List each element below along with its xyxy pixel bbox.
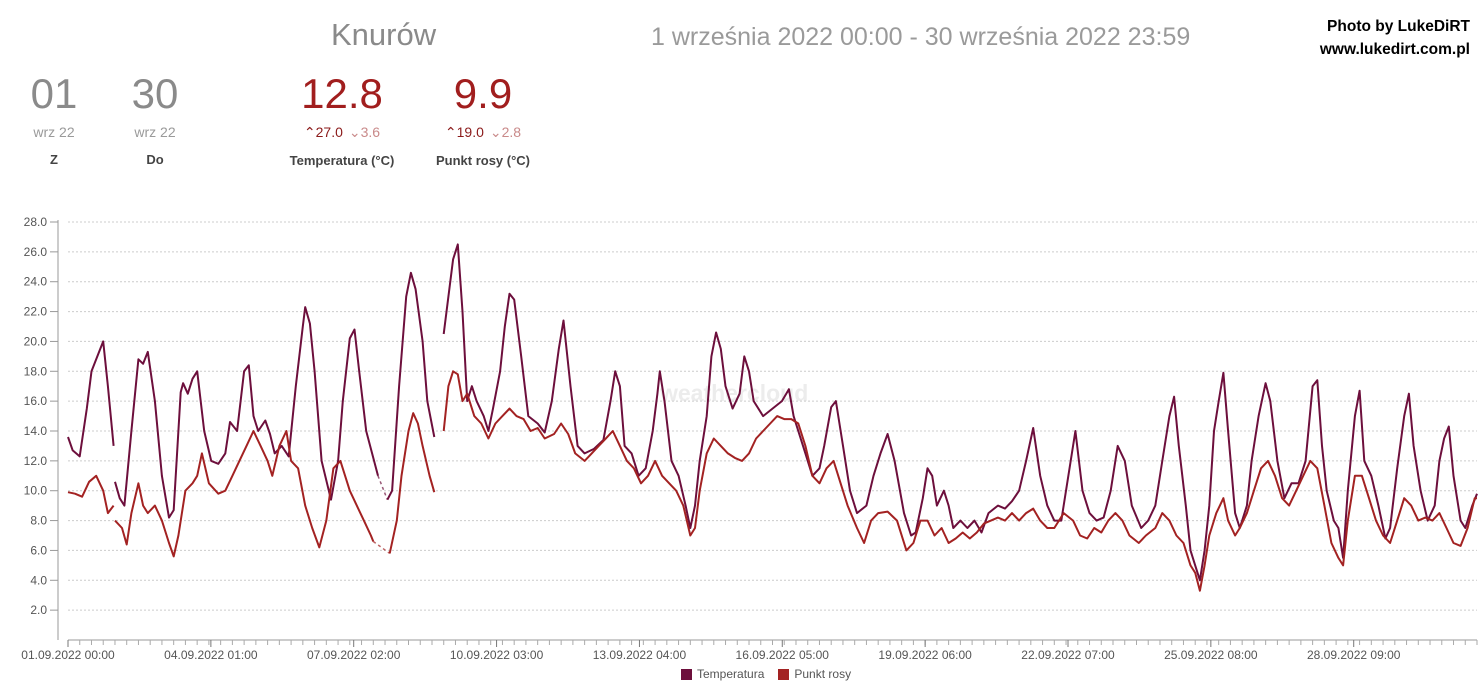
photo-credit: Photo by LukeDiRT www.lukedirt.com.pl [1320,15,1470,61]
dewpoint-max: 19.0 [456,124,484,140]
stat-from-sub: wrz 22 [33,124,75,140]
temperature-min: 3.6 [360,124,381,140]
legend-temperature-swatch [681,668,692,680]
watermark: weathercloud [660,380,809,406]
temperature-line [114,306,379,519]
y-tick-label: 14.0 [24,424,48,438]
y-tick-label: 8.0 [30,514,47,528]
y-tick-label: 6.0 [30,543,47,557]
caret-down-icon: ⌄ [348,124,361,140]
legend-dewpoint-swatch [778,668,790,680]
y-tick-label: 24.0 [24,275,48,289]
temperature-line [386,271,436,501]
x-tick-label: 07.09.2022 02:00 [307,648,401,662]
temperature-line [67,340,115,458]
x-tick-label: 19.09.2022 06:00 [878,648,972,662]
y-tick-label: 28.0 [24,215,48,229]
y-tick-label: 16.0 [24,394,48,408]
stat-to-label: Do [146,152,164,167]
x-tick-label: 10.09.2022 03:00 [450,648,544,662]
legend-dewpoint-label: Punkt rosy [794,667,852,681]
y-tick-label: 12.0 [24,454,48,468]
temperature-label: Temperatura (°C) [289,153,395,168]
stat-from[interactable]: 01 wrz 22 Z [28,68,80,167]
y-tick-label: 22.0 [24,305,48,319]
x-tick-label: 13.09.2022 04:00 [593,648,687,662]
caret-up-icon: ⌃ [444,124,457,140]
dewpoint-line-gap [372,540,391,555]
stat-dewpoint[interactable]: 9.9 ⌃19.0 ⌄2.8 Punkt rosy (°C) [428,68,538,168]
station-title: Knurów [331,17,437,52]
legend-dewpoint[interactable]: Punkt rosy [778,667,851,681]
x-tick-label: 16.09.2022 05:00 [736,648,830,662]
dewpoint-label: Punkt rosy (°C) [435,153,531,168]
x-tick-label: 04.09.2022 01:00 [164,648,258,662]
dewpoint-line [442,370,1477,592]
stat-from-value: 01 [30,70,78,117]
stat-to-sub: wrz 22 [134,124,176,140]
y-tick-label: 18.0 [24,364,48,378]
caret-down-icon: ⌄ [489,124,502,140]
y-tick-label: 10.0 [24,484,48,498]
caret-up-icon: ⌃ [303,124,316,140]
dewpoint-minmax: ⌃19.0 ⌄2.8 [428,124,538,141]
legend-temperature[interactable]: Temperatura [681,667,764,681]
period-range: 1 września 2022 00:00 - 30 września 2022… [651,23,1191,51]
stat-to[interactable]: 30 wrz 22 Do [127,68,183,167]
credit-url: www.lukedirt.com.pl [1319,41,1470,58]
stat-from-label: Z [50,152,58,167]
dewpoint-line [67,474,115,515]
chart-legend: Temperatura Punkt rosy [681,667,851,681]
x-tick-label: 25.09.2022 08:00 [1164,648,1258,662]
dewpoint-line [114,430,375,558]
x-tick-label: 22.09.2022 07:00 [1021,648,1115,662]
legend-temperature-label: Temperatura [697,667,765,681]
dewpoint-value: 9.9 [453,70,513,117]
stat-to-value: 30 [131,70,179,117]
y-tick-label: 4.0 [30,573,47,587]
dewpoint-min: 2.8 [501,124,522,140]
temperature-line-gap [377,475,389,500]
x-tick-label: 28.09.2022 09:00 [1307,648,1401,662]
stat-temperature[interactable]: 12.8 ⌃27.0 ⌄3.6 Temperatura (°C) [280,68,404,168]
temperature-line [442,243,1478,582]
y-tick-label: 20.0 [24,334,48,348]
line-chart[interactable]: 2.0 4.0 6.0 8.0 10.0 12.0 14.0 16.0 18.0 20.0 22.0… [0,200,1483,665]
y-tick-label: 26.0 [24,245,48,259]
temperature-value: 12.8 [301,70,383,117]
temperature-max: 27.0 [315,124,343,140]
y-tick-label: 2.0 [30,603,47,617]
x-tick-label: 01.09.2022 00:00 [21,648,115,662]
dewpoint-line [388,412,436,554]
temperature-minmax: ⌃27.0 ⌄3.6 [280,124,404,141]
credit-author: Photo by LukeDiRT [1327,18,1470,35]
